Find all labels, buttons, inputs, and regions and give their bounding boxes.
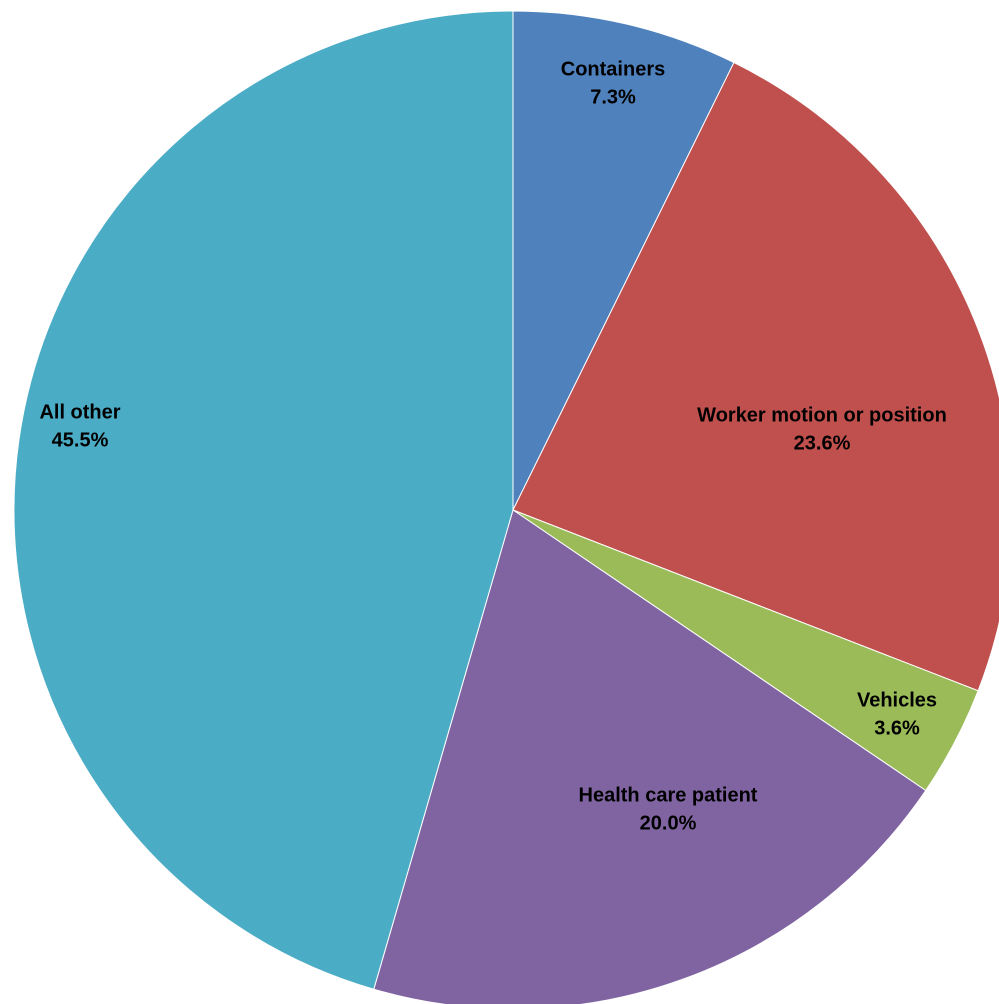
- slice-value: 7.3%: [590, 86, 636, 108]
- slice-label: Containers: [561, 58, 665, 80]
- slice-value: 20.0%: [640, 812, 697, 834]
- slice-label: Health care patient: [579, 784, 758, 806]
- slice-value: 23.6%: [794, 432, 851, 454]
- slice-value: 45.5%: [52, 429, 109, 451]
- slice-label: All other: [39, 401, 120, 423]
- pie-slice: [13, 10, 514, 990]
- pie-slice: [512, 10, 735, 511]
- slice-label: Worker motion or position: [697, 404, 947, 426]
- slice-value: 3.6%: [874, 717, 920, 739]
- pie-slice: [512, 61, 999, 692]
- slice-label: Vehicles: [857, 689, 937, 711]
- pie-slice: [373, 509, 927, 1004]
